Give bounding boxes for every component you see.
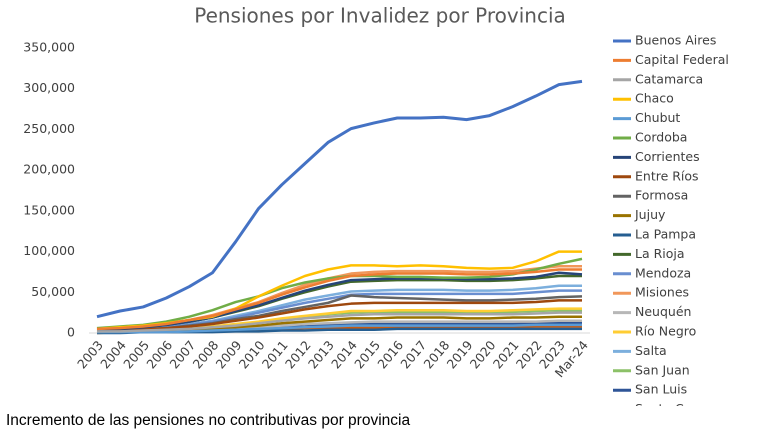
legend-label: Formosa: [635, 188, 688, 203]
legend-label: Capital Federal: [635, 52, 729, 67]
series-line: [97, 323, 582, 334]
legend-label: Misiones: [635, 285, 689, 300]
legend-label: Río Negro: [635, 324, 696, 339]
legend-label: Neuquén: [635, 304, 691, 319]
y-tick-label: 0: [67, 325, 75, 340]
legend: Buenos Aires Capital Federal Catamarca Chac…: [613, 33, 729, 410]
legend-label: Corrientes: [635, 149, 700, 164]
chart-title: Pensiones por Invalidez por Provincia: [194, 4, 566, 28]
legend-label: Chaco: [635, 91, 674, 106]
y-tick-label: 350,000: [23, 40, 75, 55]
legend-label: Cordoba: [635, 130, 687, 145]
legend-label: Mendoza: [635, 265, 691, 280]
caption: Incremento de las pensiones no contribut…: [6, 412, 411, 429]
legend-label: Buenos Aires: [635, 33, 716, 48]
legend-label: San Luis: [635, 382, 687, 397]
series-line: [97, 311, 582, 333]
legend-label: Chubut: [635, 110, 680, 125]
legend-label: San Juan: [635, 362, 690, 377]
y-tick-label: 150,000: [23, 202, 75, 217]
y-tick-label: 50,000: [31, 284, 75, 299]
y-tick-label: 100,000: [23, 243, 75, 258]
legend-label: Santa Cruz: [635, 401, 704, 410]
y-tick-label: 300,000: [23, 80, 75, 95]
legend-label: Jujuy: [634, 207, 666, 222]
chart: Pensiones por Invalidez por Provincia Bu…: [23, 4, 729, 410]
series-line: [96, 268, 582, 331]
y-tick-label: 200,000: [23, 162, 75, 177]
y-tick-label: 250,000: [23, 121, 75, 136]
series-line: [96, 299, 582, 333]
legend-label: Entre Ríos: [635, 168, 699, 183]
legend-label: La Rioja: [635, 246, 685, 261]
series-line: [96, 79, 583, 319]
legend-label: La Pampa: [635, 227, 696, 242]
legend-label: Salta: [635, 343, 667, 358]
legend-label: Catamarca: [635, 71, 703, 86]
